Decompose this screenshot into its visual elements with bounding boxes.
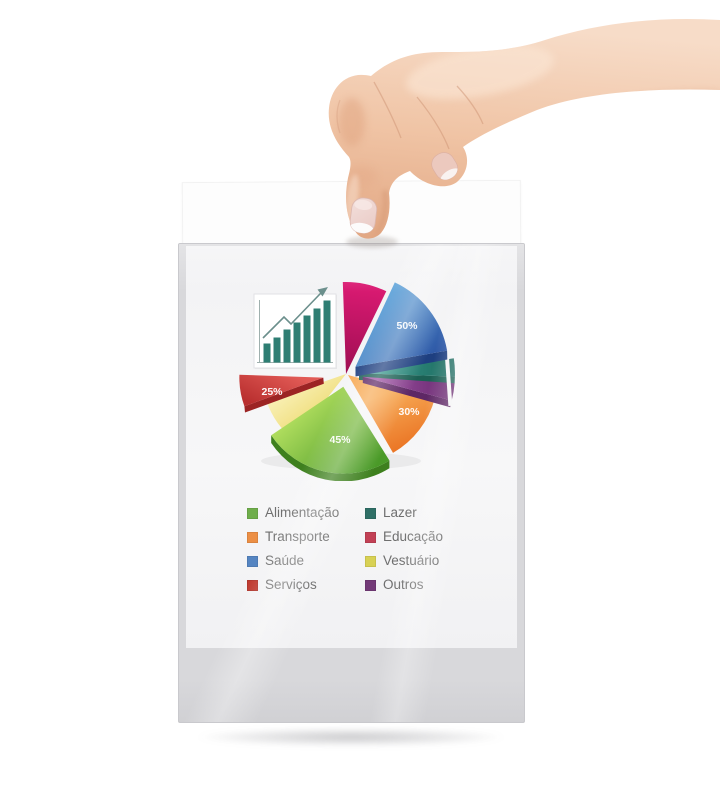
- legend-label: Educação: [383, 529, 444, 544]
- legend-label: Outros: [383, 577, 424, 592]
- legend-swatch-outros: [365, 579, 376, 591]
- legend-item-saude: Saúde: [247, 554, 365, 568]
- pie-label-saude: 50%: [396, 320, 418, 332]
- legend-label: Lazer: [383, 505, 417, 520]
- pie-slice-outros: [362, 376, 455, 401]
- pie-slice-saude: [355, 282, 448, 367]
- thumb-nail: [348, 197, 378, 235]
- pie-label-transporte: 30%: [398, 406, 420, 418]
- floor-shadow: [152, 727, 550, 751]
- pie-slice-outros-skirt: [362, 376, 452, 408]
- mini-bar: [303, 315, 311, 363]
- mini-bar: [293, 322, 301, 363]
- legend-item-alimentacao: Alimentação: [247, 506, 365, 520]
- pie-chart: 50% 30% 45% 25%: [239, 281, 455, 481]
- legend-label: Vestuário: [383, 553, 440, 568]
- legend-item-outros: Outros: [365, 578, 483, 592]
- pie-label-alimentacao: 45%: [329, 434, 351, 446]
- plastic-sleeve: 50% 30% 45% 25%: [178, 243, 525, 723]
- legend-swatch-alimentacao: [247, 507, 258, 519]
- pie-slice-saude-skirt: [355, 350, 448, 377]
- legend-swatch-servicos: [247, 579, 258, 591]
- chart-legend: Alimentação Lazer Transporte Educação Sa…: [247, 506, 483, 592]
- legend-item-educacao: Educação: [365, 530, 483, 544]
- pie-slice-educacao: [342, 281, 387, 374]
- pie-slice-lazer-skirt: [359, 373, 455, 384]
- hand-holding-sleeve: [328, 18, 720, 248]
- pie-slice-lazer: [359, 358, 455, 377]
- bar-chart-growth-icon: [253, 287, 337, 369]
- legend-swatch-saude: [247, 555, 258, 567]
- thumb-shadow: [346, 236, 398, 248]
- legend-swatch-lazer: [365, 507, 376, 519]
- legend-item-servicos: Serviços: [247, 578, 365, 592]
- trend-arrow-icon: [317, 287, 328, 297]
- legend-label: Serviços: [265, 577, 317, 592]
- legend-swatch-vestuario: [365, 555, 376, 567]
- mini-bar: [263, 343, 271, 363]
- pie-slice-servicos: [239, 374, 324, 407]
- slice-cut-notch: [444, 351, 453, 407]
- pie-slice-servicos-skirt: [244, 377, 324, 413]
- legend-label: Transporte: [265, 529, 330, 544]
- mini-bar: [323, 300, 331, 363]
- pie-label-servicos: 25%: [261, 386, 283, 398]
- legend-swatch-transporte: [247, 531, 258, 543]
- legend-label: Alimentação: [265, 505, 340, 520]
- legend-item-transporte: Transporte: [247, 530, 365, 544]
- mini-bar: [283, 329, 291, 363]
- pie-slice-vestuario: [266, 374, 346, 441]
- pie-slice-alimentacao-skirt: [271, 435, 390, 481]
- legend-swatch-educacao: [365, 531, 376, 543]
- mini-bar: [313, 308, 321, 363]
- legend-label: Saúde: [265, 553, 305, 568]
- legend-item-vestuario: Vestuário: [365, 554, 483, 568]
- pie-slice-alimentacao: [271, 386, 390, 474]
- legend-item-lazer: Lazer: [365, 506, 483, 520]
- mini-bar: [273, 337, 281, 363]
